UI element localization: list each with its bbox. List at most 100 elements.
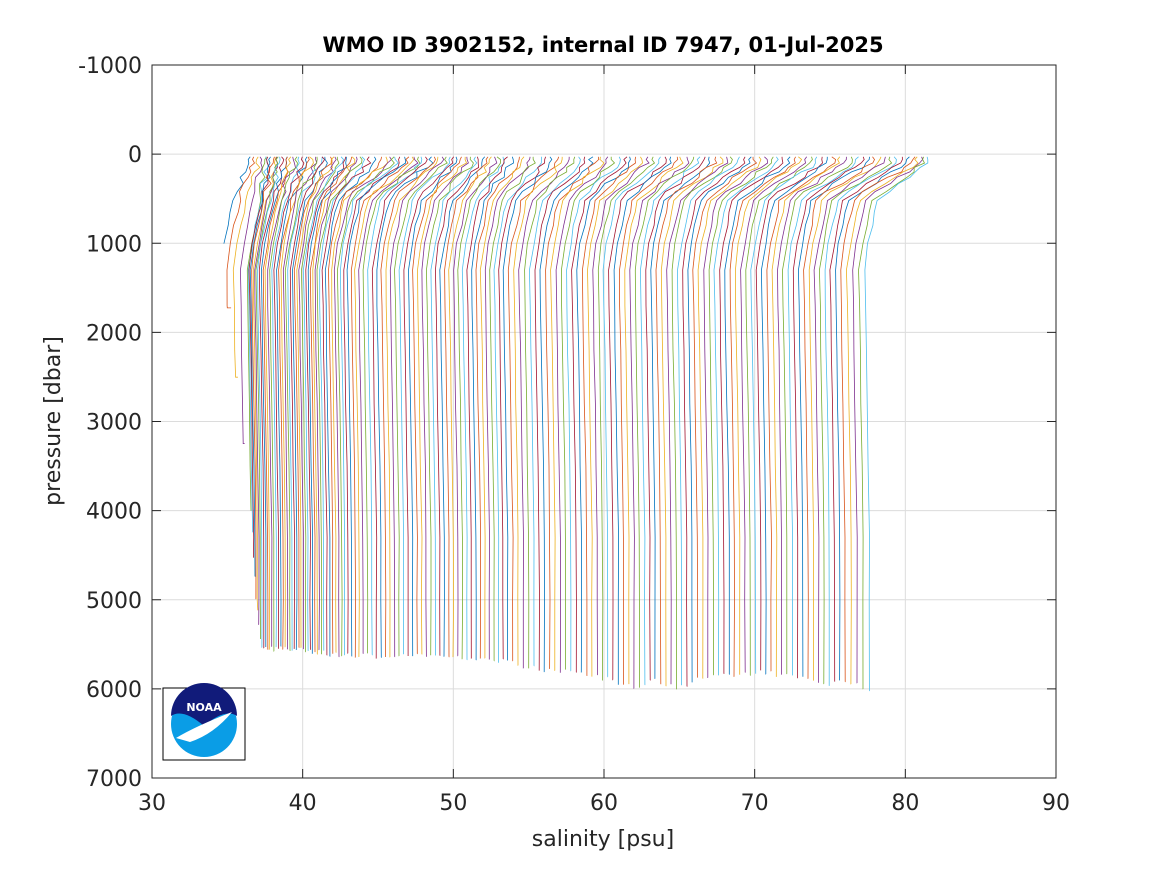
- profile-line: [782, 156, 853, 675]
- profile-line: [273, 156, 305, 649]
- profile-line: [734, 156, 803, 675]
- y-tick-label: 2000: [86, 321, 142, 346]
- profile-line: [671, 156, 733, 690]
- profile-line: [264, 156, 292, 650]
- profile-line: [339, 156, 399, 656]
- profile-line: [840, 156, 916, 683]
- profile-line: [624, 156, 684, 685]
- profile-line: [280, 156, 314, 648]
- profile-line: [639, 156, 701, 686]
- profile-line: [367, 156, 423, 656]
- profile-line: [502, 156, 553, 661]
- profile-line: [466, 156, 508, 659]
- profile-line: [677, 156, 740, 686]
- profile-line: [276, 156, 308, 647]
- profile-line: [813, 156, 886, 683]
- profile-line: [803, 156, 875, 679]
- profile-line: [444, 156, 489, 658]
- profile-line: [629, 156, 690, 689]
- profile-line: [328, 156, 382, 654]
- profile-line: [845, 156, 919, 685]
- profile-line: [312, 156, 356, 655]
- y-tick-label: 6000: [86, 678, 142, 703]
- profile-line: [571, 156, 628, 673]
- profile-line: [713, 156, 779, 676]
- profile-line: [417, 156, 468, 655]
- profile-line: [226, 156, 256, 309]
- profile-line: [284, 156, 318, 651]
- profile-line: [818, 156, 893, 685]
- profile-line: [371, 156, 428, 659]
- profile-line: [550, 156, 605, 671]
- profile-line: [271, 156, 300, 648]
- profile-line: [321, 156, 372, 656]
- chart-title: WMO ID 3902152, internal ID 7947, 01-Jul…: [322, 33, 883, 57]
- profile-line: [309, 156, 353, 653]
- profile-line: [319, 156, 366, 651]
- logo-sky-icon: [171, 683, 237, 726]
- profile-line: [336, 156, 395, 657]
- profile-line: [461, 156, 505, 661]
- profile-line: [498, 156, 546, 660]
- profile-line: [645, 156, 706, 681]
- profile-line: [858, 156, 926, 690]
- profile-line: [258, 156, 285, 649]
- profile-line: [760, 156, 828, 675]
- profile-line: [249, 156, 271, 577]
- profile-line: [852, 156, 924, 684]
- profile-line: [797, 156, 870, 677]
- tick-marks: [151, 64, 1057, 779]
- profile-line: [528, 156, 581, 667]
- profile-line: [745, 156, 813, 676]
- profile-line: [513, 156, 563, 666]
- profile-line: [296, 156, 335, 648]
- profile-line: [346, 156, 407, 657]
- profile-line: [314, 156, 358, 651]
- profile-line: [666, 156, 729, 685]
- profile-line: [434, 156, 480, 656]
- profile-line: [697, 156, 762, 679]
- profile-line: [660, 156, 724, 687]
- profile-line: [398, 156, 451, 655]
- x-tick-label: 40: [289, 791, 317, 816]
- profile-line: [692, 156, 758, 678]
- profile-line: [484, 156, 531, 660]
- profile-line: [300, 156, 340, 653]
- profile-line: [560, 156, 616, 670]
- profile-line: [260, 156, 288, 647]
- profile-line: [740, 156, 808, 673]
- x-tick-label: 70: [741, 791, 769, 816]
- profile-line: [471, 156, 514, 661]
- profile-line: [333, 156, 392, 658]
- profile-line: [412, 156, 462, 655]
- profile-line: [824, 156, 897, 686]
- profile-line: [708, 156, 774, 676]
- x-tick-label: 90: [1042, 791, 1070, 816]
- profile-line: [592, 156, 650, 676]
- profile-line: [545, 156, 600, 669]
- profile-lines: [223, 156, 929, 692]
- y-tick-label: 3000: [86, 411, 142, 436]
- logo-text: NOAA: [186, 701, 222, 714]
- profile-line: [539, 156, 594, 673]
- profile-line: [682, 156, 746, 687]
- profile-line: [278, 156, 310, 650]
- profile-line: [724, 156, 791, 675]
- profile-line: [755, 156, 823, 671]
- y-tick-label: 4000: [86, 500, 142, 525]
- profile-line: [524, 156, 576, 669]
- profile-line: [430, 156, 478, 656]
- y-tick-label: 1000: [86, 232, 142, 257]
- profile-line: [777, 156, 847, 675]
- logo-wave-icon: [176, 712, 232, 742]
- x-tick-labels: 30 40 50 60 70 80 90: [138, 791, 1070, 816]
- noaa-logo: NOAA: [162, 683, 246, 761]
- profile-line: [394, 156, 448, 657]
- y-axis-label: pressure [dbar]: [41, 336, 66, 506]
- profile-line: [385, 156, 439, 658]
- profile-line: [448, 156, 492, 658]
- profile-line: [251, 156, 275, 600]
- profile-line: [298, 156, 337, 650]
- profile-line: [475, 156, 520, 659]
